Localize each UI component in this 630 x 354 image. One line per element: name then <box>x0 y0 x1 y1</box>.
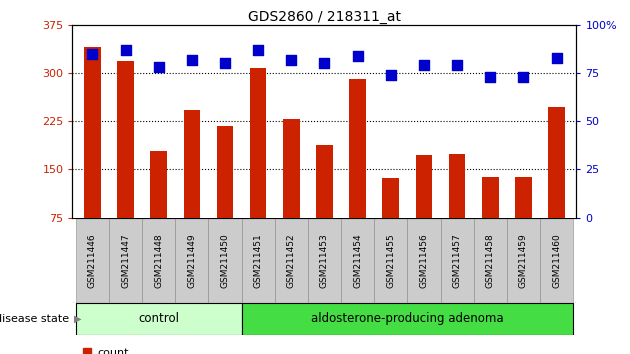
Point <box>253 47 263 53</box>
Bar <box>250 68 266 266</box>
Bar <box>109 218 142 303</box>
Text: GSM211454: GSM211454 <box>353 233 362 287</box>
Point <box>154 64 164 70</box>
Point <box>518 74 529 80</box>
Point <box>353 53 363 58</box>
Bar <box>515 177 532 266</box>
Bar <box>283 119 300 266</box>
Text: GSM211446: GSM211446 <box>88 233 97 287</box>
Bar <box>408 218 440 303</box>
Bar <box>382 178 399 266</box>
Text: disease state: disease state <box>0 314 69 324</box>
Text: GSM211459: GSM211459 <box>519 233 528 287</box>
Point <box>319 61 329 66</box>
Bar <box>416 155 432 266</box>
Point <box>551 55 561 61</box>
Bar <box>316 145 333 266</box>
Bar <box>449 154 466 266</box>
Text: GSM211447: GSM211447 <box>121 233 130 287</box>
Bar <box>241 218 275 303</box>
Text: GSM211450: GSM211450 <box>220 233 229 287</box>
Bar <box>482 177 498 266</box>
Bar <box>374 218 408 303</box>
Text: GSM211458: GSM211458 <box>486 233 495 287</box>
Text: GSM211456: GSM211456 <box>420 233 428 287</box>
Point <box>386 72 396 78</box>
Bar <box>183 110 200 266</box>
Text: GSM211452: GSM211452 <box>287 233 296 287</box>
Text: GSM211449: GSM211449 <box>187 233 197 287</box>
Bar <box>349 79 366 266</box>
Point <box>186 57 197 62</box>
Point <box>485 74 495 80</box>
Bar <box>84 47 101 266</box>
Bar <box>117 62 134 266</box>
Bar <box>341 218 374 303</box>
Bar <box>308 218 341 303</box>
Text: GSM211455: GSM211455 <box>386 233 395 287</box>
Text: GSM211457: GSM211457 <box>452 233 462 287</box>
Text: ▶: ▶ <box>74 314 81 324</box>
Point <box>88 51 98 57</box>
Bar <box>217 126 233 266</box>
Text: aldosterone-producing adenoma: aldosterone-producing adenoma <box>311 312 503 325</box>
Point <box>452 62 462 68</box>
Bar <box>507 218 540 303</box>
Bar <box>151 152 167 266</box>
Title: GDS2860 / 218311_at: GDS2860 / 218311_at <box>248 10 401 24</box>
Bar <box>474 218 507 303</box>
Point <box>220 61 230 66</box>
Point <box>286 57 296 62</box>
Bar <box>76 303 241 335</box>
Bar <box>209 218 241 303</box>
Point <box>419 62 429 68</box>
Bar <box>440 218 474 303</box>
Bar <box>275 218 308 303</box>
Text: GSM211453: GSM211453 <box>320 233 329 287</box>
Bar <box>142 218 175 303</box>
Text: GSM211448: GSM211448 <box>154 233 163 287</box>
Bar <box>175 218 209 303</box>
Bar <box>540 218 573 303</box>
Bar <box>76 218 109 303</box>
Bar <box>241 303 573 335</box>
Bar <box>548 107 565 266</box>
Text: GSM211460: GSM211460 <box>552 233 561 287</box>
Legend: count, percentile rank within the sample: count, percentile rank within the sample <box>78 344 289 354</box>
Point <box>120 47 130 53</box>
Text: control: control <box>138 312 179 325</box>
Text: GSM211451: GSM211451 <box>254 233 263 287</box>
